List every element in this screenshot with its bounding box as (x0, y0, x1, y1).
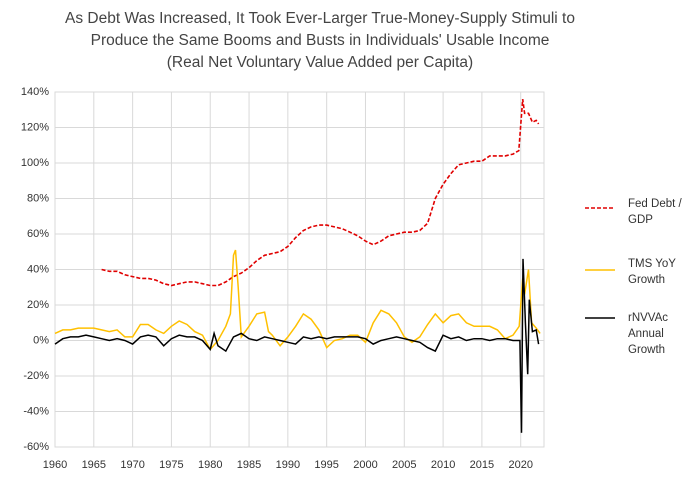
x-tick-label: 2000 (353, 459, 377, 471)
x-tick-label: 2020 (508, 459, 532, 471)
x-tick-label: 1975 (159, 459, 183, 471)
y-tick-label: 20% (27, 299, 49, 311)
x-tick-label: 2015 (470, 459, 494, 471)
legend-label: rNVVAc Annual Growth (628, 312, 669, 356)
x-tick-label: 2010 (431, 459, 455, 471)
y-tick-label: 40% (27, 263, 49, 275)
legend-label: TMS YoY Growth (628, 258, 676, 286)
x-tick-label: 2005 (392, 459, 416, 471)
chart-subtitle: (Real Net Voluntary Value Added per Capi… (166, 54, 474, 71)
x-tick-label: 1985 (237, 459, 261, 471)
chart-title: As Debt Was Increased, It Took Ever-Larg… (65, 10, 575, 49)
y-tick-label: -60% (23, 441, 49, 453)
y-tick-label: 120% (21, 121, 49, 133)
series-line (54, 249, 541, 351)
y-tick-label: 60% (27, 228, 49, 240)
x-tick-label: 1960 (43, 459, 67, 471)
y-tick-label: -20% (23, 370, 49, 382)
x-tick-label: 1980 (198, 459, 222, 471)
series-line (101, 98, 540, 287)
y-tick-label: -40% (23, 405, 49, 417)
y-tick-label: 0% (33, 334, 49, 346)
y-tick-label: 100% (21, 157, 49, 169)
y-tick-label: 80% (27, 192, 49, 204)
y-tick-label: 140% (21, 86, 49, 98)
x-tick-label: 1965 (82, 459, 106, 471)
x-tick-label: 1970 (120, 459, 144, 471)
x-tick-label: 1995 (314, 459, 338, 471)
series-line (54, 258, 540, 433)
legend-label: Fed Debt / GDP (628, 198, 682, 226)
x-tick-label: 1990 (276, 459, 300, 471)
